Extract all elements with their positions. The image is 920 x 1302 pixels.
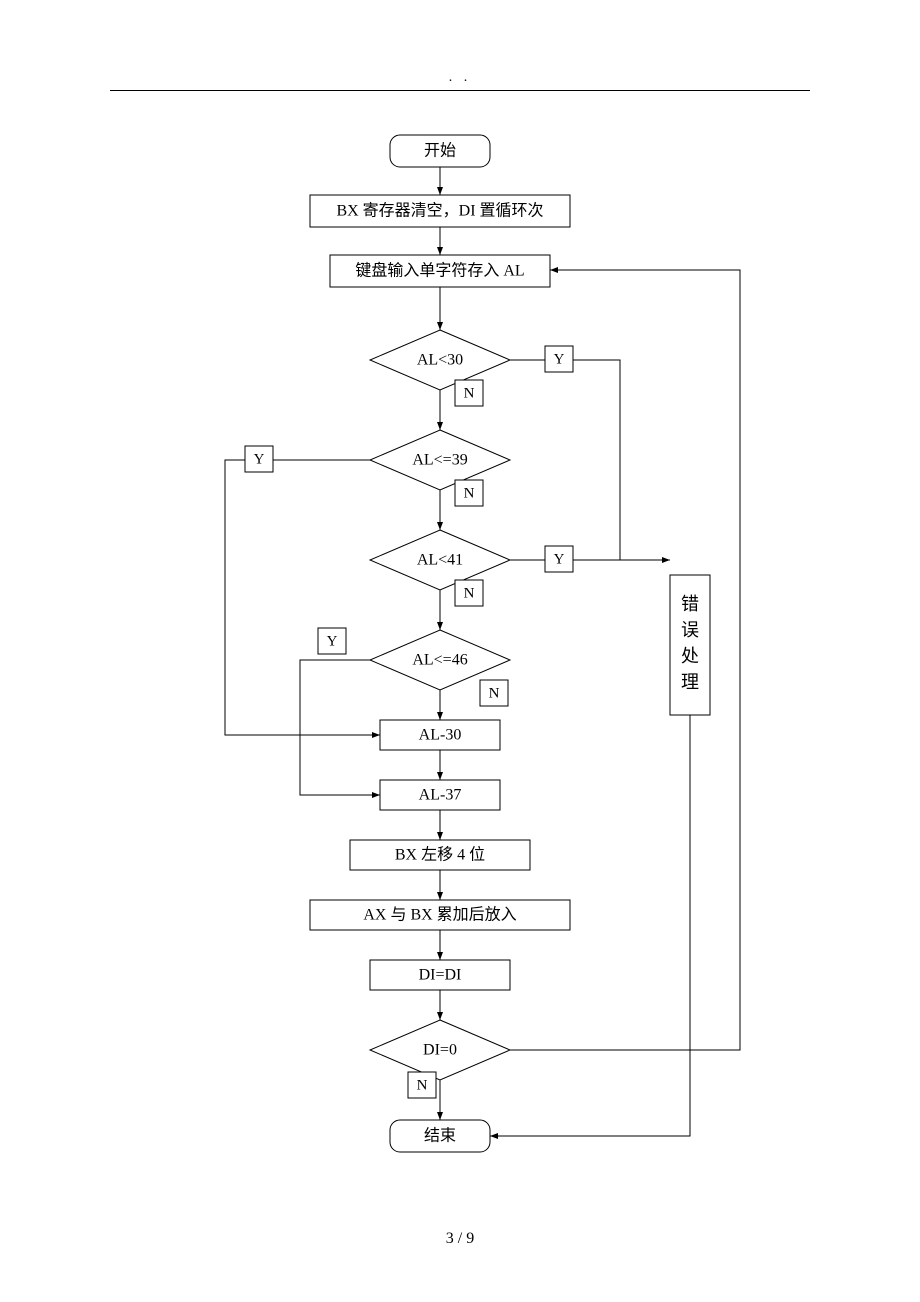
edge-d2-p30 — [225, 460, 380, 735]
svg-text:键盘输入单字符存入 AL: 键盘输入单字符存入 AL — [355, 261, 524, 280]
node-read: 键盘输入单字符存入 AL — [330, 255, 550, 287]
branch-label-d3Y: Y — [545, 546, 573, 572]
svg-text:N: N — [489, 685, 500, 701]
node-d1: AL<30 — [370, 330, 510, 390]
node-shift: BX 左移 4 位 — [350, 840, 530, 870]
node-start: 开始 — [390, 135, 490, 167]
node-err: 错误处理 — [670, 575, 710, 715]
svg-text:N: N — [464, 585, 475, 601]
svg-text:AL<=46: AL<=46 — [412, 652, 467, 669]
branch-label-d1N: N — [455, 380, 483, 406]
branch-label-d1Y: Y — [545, 346, 573, 372]
document-page: . . 开始BX 寄存器清空，DI 置循环次键盘输入单字符存入 ALAL<30A… — [0, 0, 920, 1302]
svg-text:N: N — [464, 485, 475, 501]
nodes-layer: 开始 BX 寄存器清空，DI 置循环次键盘输入单字符存入 AL AL<30 AL<=3… — [310, 135, 710, 1152]
branch-label-d2Y: Y — [245, 446, 273, 472]
svg-text:DI=DI: DI=DI — [419, 967, 462, 984]
node-add: AX 与 BX 累加后放入 — [310, 900, 570, 930]
svg-text:AL<41: AL<41 — [417, 552, 463, 569]
svg-text:AL<30: AL<30 — [417, 352, 463, 369]
svg-text:Y: Y — [554, 551, 565, 567]
svg-text:误: 误 — [681, 620, 699, 640]
node-d3: AL<41 — [370, 530, 510, 590]
edge-d1-err — [510, 360, 670, 560]
node-d2: AL<=39 — [370, 430, 510, 490]
svg-text:结束: 结束 — [424, 1127, 456, 1145]
svg-text:BX 左移 4 位: BX 左移 4 位 — [395, 846, 485, 864]
svg-text:N: N — [464, 385, 475, 401]
branch-label-d5N: N — [408, 1072, 436, 1098]
branch-label-d3N: N — [455, 580, 483, 606]
edge-d4-p37 — [300, 660, 380, 795]
svg-text:AX 与 BX 累加后放入: AX 与 BX 累加后放入 — [363, 906, 516, 924]
svg-text:开始: 开始 — [424, 142, 456, 160]
branch-label-d4N: N — [480, 680, 508, 706]
svg-text:Y: Y — [254, 451, 265, 467]
page-footer: 3 / 9 — [0, 1230, 920, 1248]
svg-text:错: 错 — [681, 594, 699, 614]
svg-text:DI=0: DI=0 — [423, 1042, 457, 1059]
branch-label-d4Y: Y — [318, 628, 346, 654]
svg-text:Y: Y — [554, 351, 565, 367]
svg-text:处: 处 — [681, 646, 699, 666]
node-end: 结束 — [390, 1120, 490, 1152]
flowchart-canvas: 开始 BX 寄存器清空，DI 置循环次键盘输入单字符存入 AL AL<30 AL<=3… — [0, 0, 920, 1302]
node-init: BX 寄存器清空，DI 置循环次 — [310, 195, 570, 227]
svg-text:AL<=39: AL<=39 — [412, 452, 467, 469]
node-p30: AL-30 — [380, 720, 500, 750]
branch-label-d2N: N — [455, 480, 483, 506]
svg-text:BX 寄存器清空，DI 置循环次: BX 寄存器清空，DI 置循环次 — [336, 202, 543, 220]
svg-text:N: N — [417, 1077, 428, 1093]
svg-text:AL-37: AL-37 — [419, 787, 462, 804]
svg-text:Y: Y — [327, 633, 338, 649]
node-d5: DI=0 — [370, 1020, 510, 1080]
node-di: DI=DI — [370, 960, 510, 990]
svg-text:AL-30: AL-30 — [419, 727, 462, 744]
node-p37: AL-37 — [380, 780, 500, 810]
svg-text:理: 理 — [681, 672, 699, 692]
